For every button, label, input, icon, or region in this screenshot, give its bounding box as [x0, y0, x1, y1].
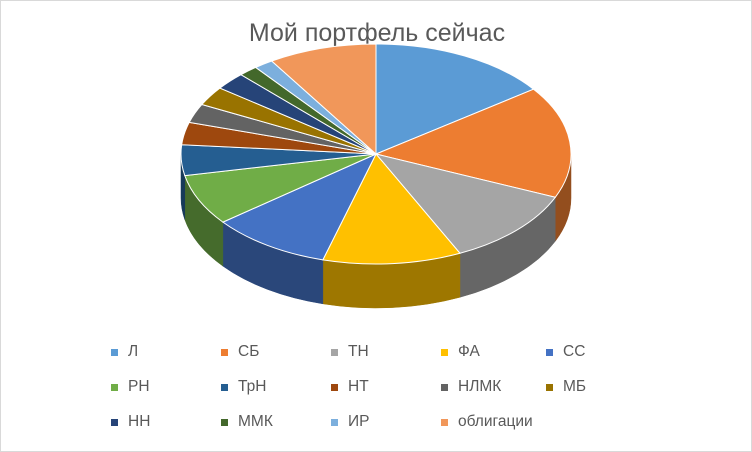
legend-swatch	[111, 418, 118, 426]
legend-item: ТрН	[221, 376, 266, 398]
legend-item: НТ	[331, 376, 369, 398]
legend-item: СС	[546, 341, 585, 363]
chart-title: Мой портфель сейчас	[248, 19, 506, 47]
legend-swatch	[331, 348, 338, 356]
legend-label: Л	[128, 343, 139, 360]
legend-label: ТрН	[238, 378, 267, 395]
legend-item: РН	[111, 376, 150, 398]
legend-label: ММК	[238, 413, 273, 430]
legend-item: НН	[111, 411, 150, 433]
pie-slice-0	[375, 43, 535, 155]
legend-label: НЛМК	[458, 378, 502, 395]
pie-side-walls	[180, 153, 572, 309]
legend-swatch	[331, 383, 338, 391]
pie-chart	[180, 43, 572, 309]
pie-top-faces	[180, 43, 572, 265]
legend-swatch	[111, 383, 118, 391]
legend-item: ФА	[441, 341, 480, 363]
legend-swatch	[111, 348, 118, 356]
legend-swatch	[546, 348, 553, 356]
pie-slice-3	[322, 153, 461, 265]
legend-item: ТН	[331, 341, 369, 363]
legend-swatch	[441, 418, 448, 426]
pie-slice-13	[270, 43, 377, 156]
legend-label: облигации	[458, 413, 533, 430]
legend-swatch	[221, 383, 228, 391]
legend-item: МБ	[546, 376, 586, 398]
legend-item: ИР	[331, 411, 369, 433]
legend-label: НТ	[348, 378, 369, 395]
legend-label: СС	[563, 343, 586, 360]
legend-swatch	[331, 418, 338, 426]
legend-label: СБ	[238, 343, 260, 360]
legend-swatch	[221, 418, 228, 426]
legend-label: МБ	[563, 378, 587, 395]
legend-item: СБ	[221, 341, 259, 363]
legend-label: ТН	[348, 343, 369, 360]
legend-item: НЛМК	[441, 376, 501, 398]
legend-swatch	[546, 383, 553, 391]
legend-label: РН	[128, 378, 150, 395]
legend-label: ИР	[348, 413, 370, 430]
pie-slice-1	[374, 88, 572, 198]
legend-swatch	[441, 383, 448, 391]
legend-label: ФА	[458, 343, 480, 360]
legend-label: НН	[128, 413, 151, 430]
legend-swatch	[441, 348, 448, 356]
legend-item: ММК	[221, 411, 273, 433]
legend-item: облигации	[441, 411, 533, 433]
pie-slice-2	[374, 153, 557, 254]
legend-item: Л	[111, 341, 138, 363]
pie-slice-4	[221, 152, 378, 261]
legend-swatch	[221, 348, 228, 356]
